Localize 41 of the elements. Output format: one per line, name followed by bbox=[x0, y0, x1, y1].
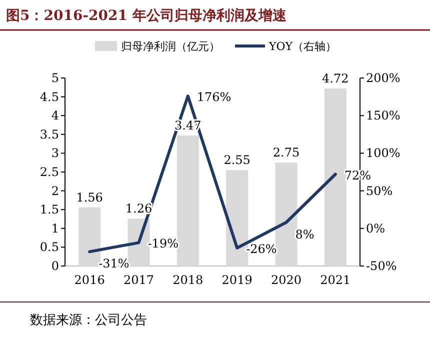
data-label: 4.72 bbox=[322, 72, 349, 86]
data-label: -26% bbox=[246, 242, 277, 256]
x-tick-label: 2018 bbox=[172, 273, 204, 287]
y2-tick-label: -50% bbox=[366, 259, 397, 273]
data-label: -31% bbox=[98, 256, 130, 271]
y-tick-label: 3.5 bbox=[40, 127, 59, 142]
y-tick-label: 1 bbox=[51, 221, 59, 236]
y-tick-label: 0 bbox=[51, 259, 59, 273]
chart-title: 图5：2016-2021 年公司归母净利润及增速 bbox=[6, 7, 288, 24]
y-tick-label: 1.5 bbox=[40, 202, 59, 217]
x-tick-label: 2020 bbox=[270, 273, 302, 287]
x-tick-label: 2019 bbox=[222, 273, 252, 287]
y-tick-label: 4 bbox=[51, 108, 60, 123]
legend-label: 归母净利润（亿元） bbox=[121, 40, 220, 53]
data-label: -19% bbox=[148, 236, 178, 251]
x-tick-label: 2021 bbox=[320, 273, 351, 287]
legend-label: YOY（右轴） bbox=[268, 40, 337, 53]
y-tick-label: 4.5 bbox=[40, 90, 59, 104]
y2-tick-label: 50% bbox=[366, 184, 393, 198]
x-tick-label: 2017 bbox=[123, 273, 154, 287]
data-label: 176% bbox=[196, 90, 232, 104]
data-label: 8% bbox=[295, 227, 314, 242]
y2-tick-label: 200% bbox=[366, 71, 400, 85]
source-note: 数据来源：公司公告 bbox=[30, 313, 147, 328]
bar bbox=[275, 162, 298, 266]
y-tick-label: 2 bbox=[51, 184, 59, 198]
x-tick-label: 2016 bbox=[74, 273, 105, 287]
bar bbox=[78, 207, 101, 266]
y-tick-label: 2.5 bbox=[40, 165, 59, 179]
bar bbox=[226, 170, 248, 266]
y-tick-label: 3 bbox=[51, 146, 59, 160]
y2-tick-label: 100% bbox=[366, 146, 400, 160]
data-label: 2.75 bbox=[272, 146, 300, 160]
bar bbox=[324, 88, 346, 266]
data-label: 1.56 bbox=[76, 190, 103, 204]
y-tick-label: 0.5 bbox=[40, 240, 59, 254]
y2-tick-label: 150% bbox=[366, 108, 400, 123]
y2-tick-label: 0% bbox=[366, 221, 386, 236]
data-label: 2.55 bbox=[224, 153, 250, 168]
y-tick-label: 5 bbox=[51, 71, 59, 85]
bar bbox=[176, 136, 199, 266]
